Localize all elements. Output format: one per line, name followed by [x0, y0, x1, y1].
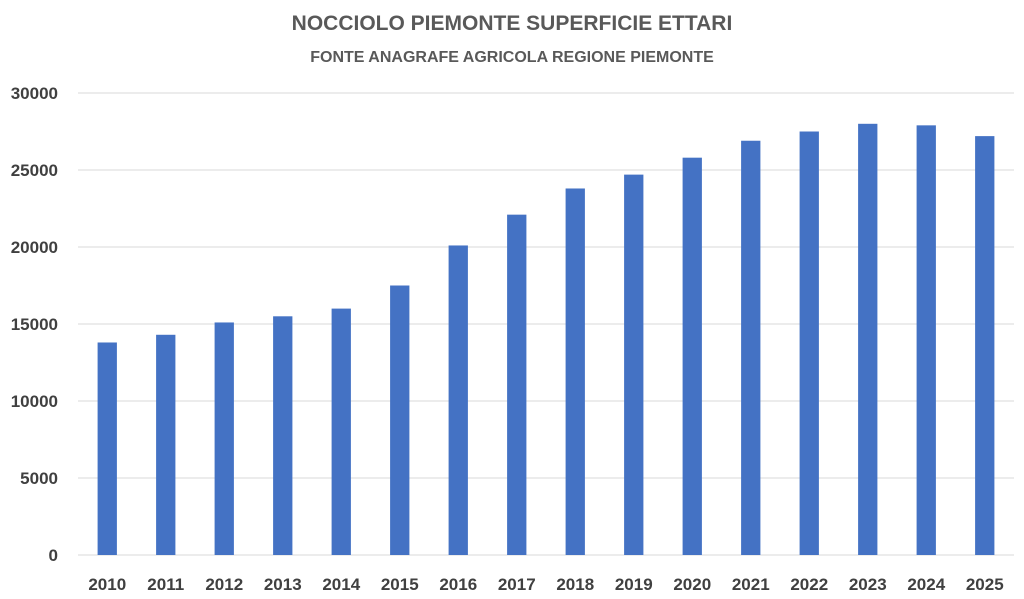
x-tick-label: 2023: [849, 575, 887, 594]
x-tick-label: 2019: [615, 575, 653, 594]
chart-subtitle: FONTE ANAGRAFE AGRICOLA REGIONE PIEMONTE: [310, 49, 714, 66]
x-tick-label: 2012: [205, 575, 243, 594]
y-tick-label: 25000: [11, 161, 58, 180]
x-tick-label: 2024: [907, 575, 945, 594]
bar-2023: [858, 123, 878, 556]
x-axis-tick-labels: 2010 2011 2012 2013 2014 2015 2016 2017 2018 2019…: [88, 575, 1003, 594]
x-tick-label: 2016: [439, 575, 477, 594]
bar-2011: [156, 334, 176, 555]
bar-2022: [799, 131, 819, 555]
bar-2019: [624, 174, 644, 555]
x-tick-label: 2014: [322, 575, 360, 594]
x-tick-label: 2018: [556, 575, 594, 594]
y-axis-tick-labels: 0 5000 10000 15000 20000 25000 30000: [11, 84, 58, 565]
x-tick-label: 2020: [673, 575, 711, 594]
x-tick-label: 2022: [790, 575, 828, 594]
y-tick-label: 0: [49, 546, 58, 565]
x-tick-label: 2013: [264, 575, 302, 594]
bar-2024: [916, 125, 936, 555]
gridlines: [78, 92, 1014, 556]
x-tick-label: 2021: [732, 575, 770, 594]
bar-2021: [741, 140, 761, 556]
y-tick-label: 10000: [11, 392, 58, 411]
x-tick-label: 2017: [498, 575, 536, 594]
y-tick-label: 15000: [11, 315, 58, 334]
x-tick-label: 2011: [147, 575, 184, 594]
bar-2016: [448, 245, 468, 555]
bar-2010: [97, 342, 117, 555]
bar-2018: [565, 188, 585, 556]
bar-2014: [331, 308, 351, 555]
bar-2025: [975, 136, 995, 555]
bar-2012: [214, 322, 234, 555]
bar-2013: [273, 316, 293, 555]
bar-2017: [507, 214, 527, 555]
bar-2015: [390, 285, 410, 555]
x-tick-label: 2010: [88, 575, 126, 594]
x-tick-label: 2015: [381, 575, 419, 594]
bar-2020: [682, 157, 702, 555]
x-tick-label: 2025: [966, 575, 1004, 594]
y-tick-label: 30000: [11, 84, 58, 103]
bars: [97, 123, 995, 556]
chart-title: NOCCIOLO PIEMONTE SUPERFICIE ETTARI: [292, 12, 733, 35]
y-tick-label: 20000: [11, 238, 58, 257]
y-tick-label: 5000: [20, 469, 58, 488]
